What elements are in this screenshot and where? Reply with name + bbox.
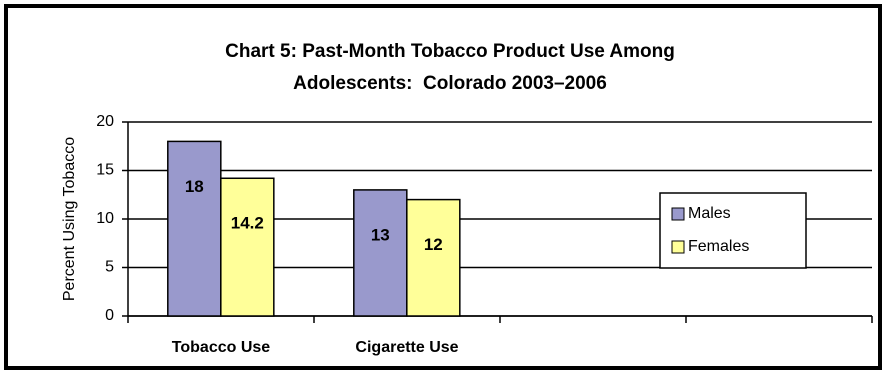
x-tick-label: Cigarette Use	[355, 339, 458, 356]
chart-title: Adolescents: Colorado 2003–2006	[293, 73, 607, 94]
legend-swatch	[671, 207, 685, 221]
bar	[220, 177, 275, 317]
legend-box	[659, 192, 807, 269]
data-label: 13	[371, 225, 390, 244]
y-axis-label: Percent Using Tobacco	[61, 137, 78, 301]
x-tick-label: Tobacco Use	[172, 339, 271, 356]
y-tick-label: 15	[96, 162, 114, 179]
chart-title: Chart 5: Past-Month Tobacco Product Use …	[225, 41, 675, 62]
bar	[406, 198, 461, 317]
bar	[167, 140, 222, 317]
y-tick-label: 5	[105, 259, 114, 276]
y-tick-label: 10	[96, 210, 114, 227]
data-label: 18	[185, 177, 204, 196]
legend-label: Males	[688, 205, 731, 222]
y-tick-label: 20	[96, 113, 114, 130]
bar	[353, 189, 408, 317]
data-label: 12	[424, 235, 443, 254]
legend-swatch	[671, 240, 685, 254]
y-tick-label: 0	[105, 307, 114, 324]
data-label: 14.2	[231, 214, 264, 233]
legend-label: Females	[688, 238, 749, 255]
